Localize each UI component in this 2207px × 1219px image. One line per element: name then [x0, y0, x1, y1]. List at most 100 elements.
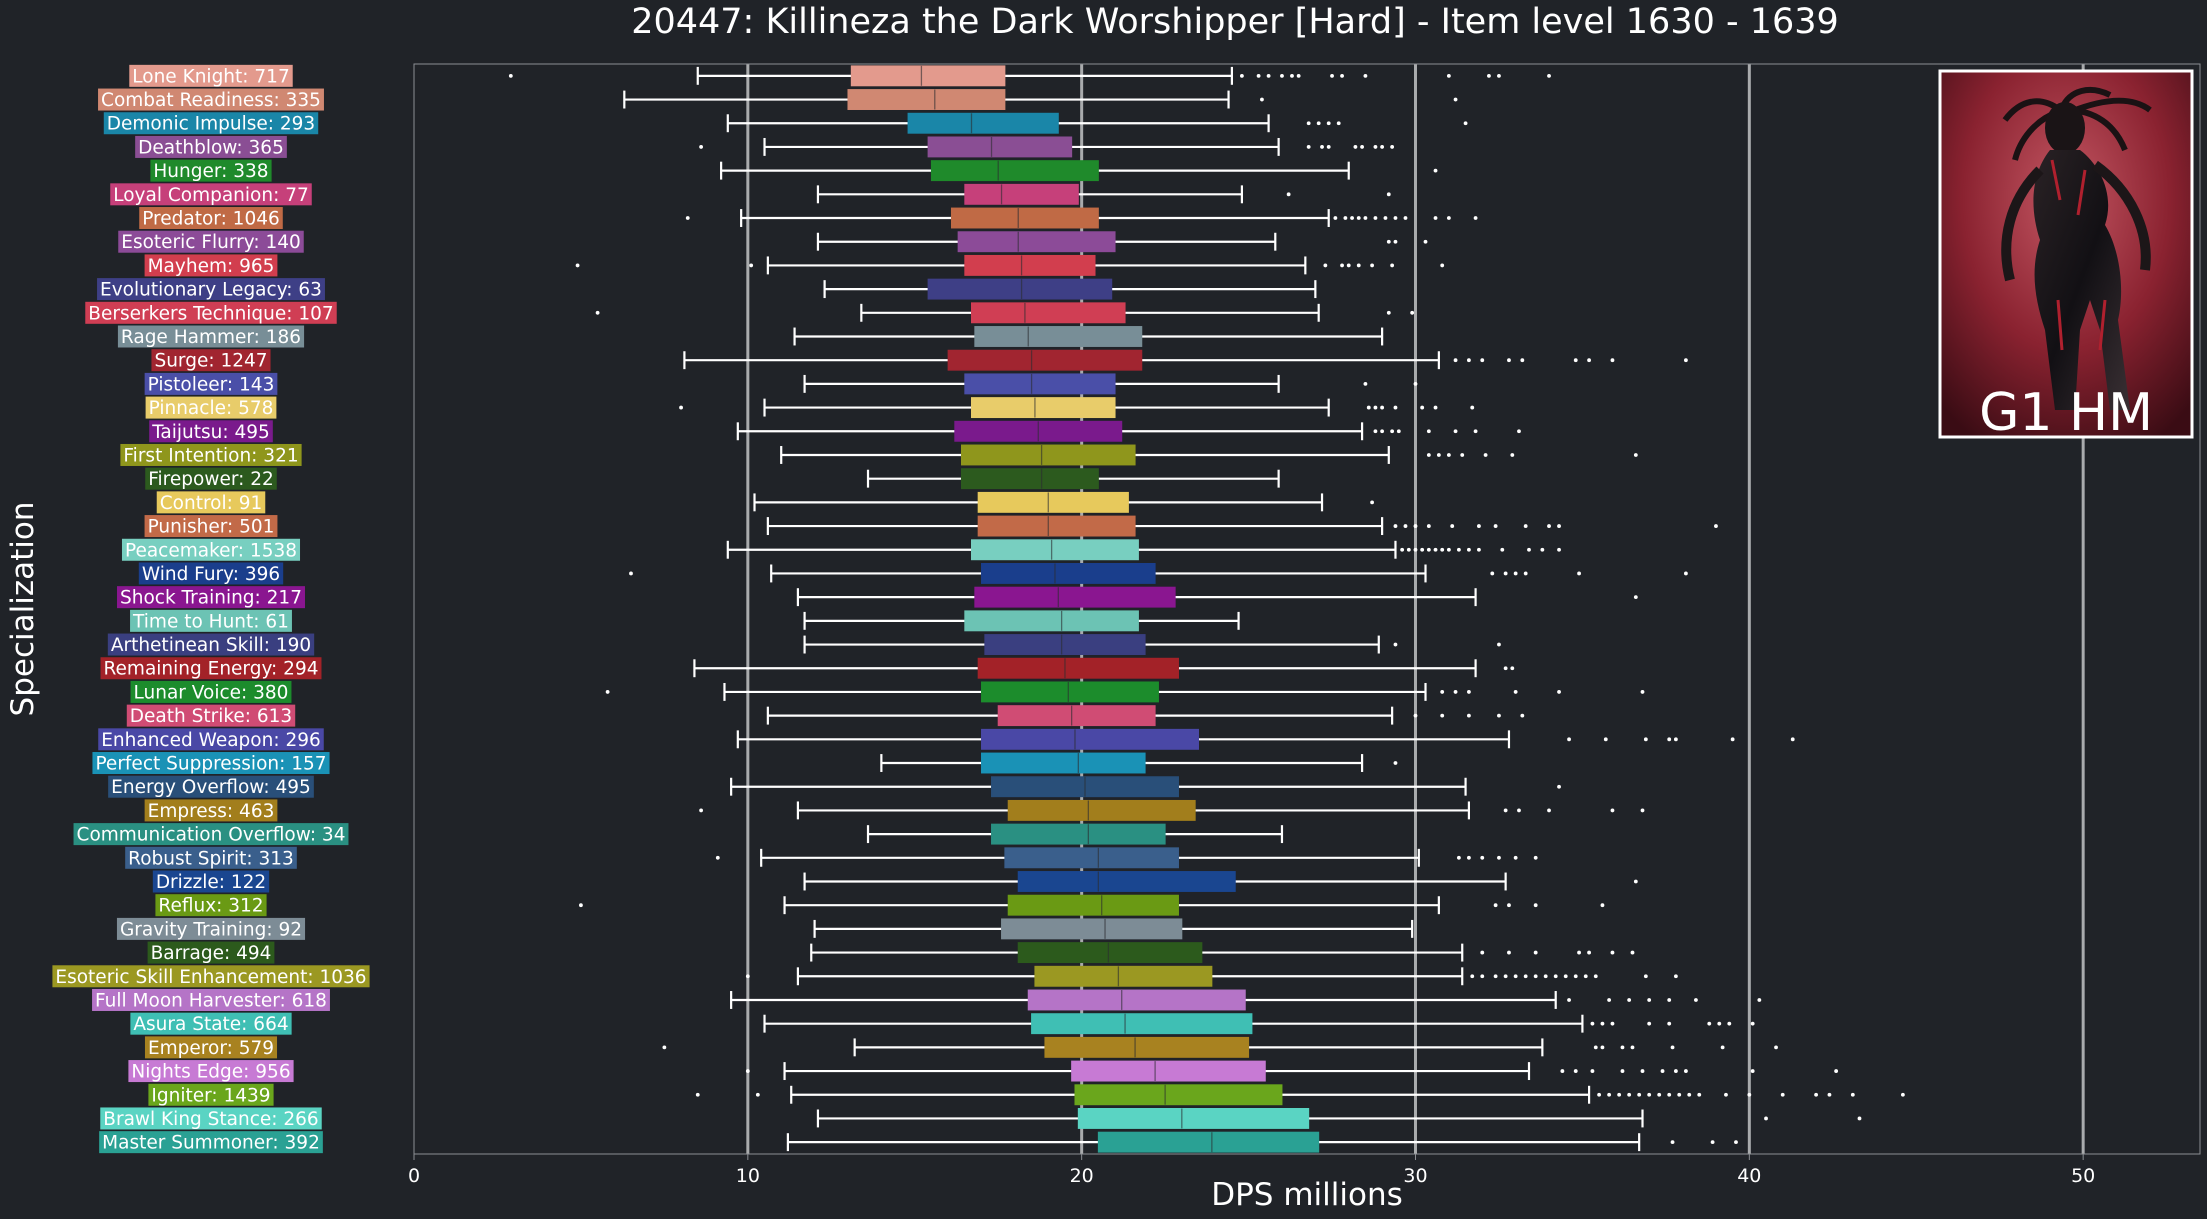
outlier-point: [1390, 263, 1395, 268]
category-label-text: Shock Training: 217: [120, 588, 302, 609]
outlier-point: [1567, 998, 1571, 1002]
box-13: [803, 373, 1418, 395]
category-label-text: Perfect Suppression: 157: [95, 754, 326, 775]
outlier-point: [1547, 808, 1551, 813]
outlier-point: [1730, 737, 1735, 742]
category-label-bg: [110, 183, 312, 206]
category-label-bg: [139, 207, 283, 230]
outlier-point: [1747, 1092, 1752, 1097]
box-18: [753, 491, 1374, 513]
outlier-point: [1240, 73, 1244, 78]
outlier-point: [1503, 808, 1508, 813]
outlier-point: [1326, 121, 1331, 126]
outlier-point: [1460, 453, 1465, 457]
category-label-44: Brawl King Stance: 266: [100, 1107, 322, 1130]
category-label-bg: [120, 443, 302, 466]
outlier-point: [1640, 808, 1645, 813]
outlier-point: [508, 73, 513, 78]
outlier-point: [1380, 429, 1385, 434]
plot-frame: [413, 63, 2201, 1155]
outlier-point: [1590, 1069, 1595, 1073]
iqr-box: [981, 681, 1159, 703]
outlier-point: [1724, 1092, 1728, 1097]
category-label-bg: [97, 278, 325, 301]
outlier-point: [1487, 73, 1491, 78]
outlier-point: [1827, 1092, 1832, 1097]
outlier-point: [1587, 358, 1591, 363]
category-label-text: Punisher: 501: [148, 517, 275, 538]
iqr-box: [960, 468, 1099, 490]
outlier-point: [1667, 1092, 1672, 1097]
outlier-point: [1286, 192, 1291, 197]
outlier-point: [1503, 571, 1508, 576]
outlier-point: [1493, 524, 1498, 528]
category-label-text: Pinnacle: 578: [149, 398, 274, 419]
outlier-point: [1433, 547, 1438, 552]
category-label-bg: [152, 870, 270, 893]
outlier-point: [1370, 263, 1374, 268]
category-label-bg: [145, 396, 277, 419]
outlier-point: [1266, 73, 1271, 78]
outlier-point: [1373, 216, 1378, 220]
category-label-14: Pinnacle: 578: [145, 396, 277, 419]
outlier-point: [1557, 547, 1561, 552]
category-label-bg: [125, 846, 297, 869]
outlier-point: [1380, 405, 1385, 410]
outlier-point: [1670, 1045, 1675, 1050]
outlier-point: [1527, 547, 1531, 552]
outlier-point: [1707, 1021, 1712, 1026]
category-label-text: Brawl King Stance: 266: [103, 1109, 318, 1130]
category-label-text: Wind Fury: 396: [142, 564, 280, 585]
iqr-box: [964, 183, 1079, 205]
category-label-36: Gravity Training: 92: [116, 917, 306, 940]
outlier-point: [1423, 239, 1428, 244]
box-40: [763, 1013, 1755, 1035]
outlier-point: [1603, 737, 1608, 742]
outlier-point: [1463, 121, 1468, 126]
outlier-point: [1406, 547, 1411, 552]
outlier-point: [1413, 713, 1418, 718]
box-28: [736, 728, 1795, 750]
category-label-12: Surge: 1247: [151, 349, 271, 372]
category-label-29: Perfect Suppression: 157: [92, 752, 330, 775]
outlier-point: [1520, 713, 1525, 718]
outlier-point: [1520, 358, 1525, 363]
outlier-point: [1610, 808, 1615, 813]
iqr-box: [1097, 1131, 1320, 1153]
category-label-text: Peacemaker: 1538: [125, 540, 297, 561]
outlier-point: [1734, 1140, 1738, 1145]
outlier-point: [1386, 310, 1391, 315]
outlier-point: [1610, 1021, 1615, 1026]
iqr-box: [970, 397, 1116, 419]
iqr-box: [981, 752, 1146, 774]
outlier-point: [1553, 974, 1558, 979]
outlier-point: [1673, 1069, 1678, 1073]
outlier-point: [745, 1069, 750, 1073]
outlier-point: [1373, 145, 1378, 149]
outlier-point: [1403, 524, 1408, 528]
outlier-point: [1467, 713, 1471, 718]
outlier-point: [1523, 974, 1528, 979]
category-label-45: Master Summoner: 392: [99, 1131, 323, 1154]
category-label-13: Pistoleer: 143: [144, 372, 278, 395]
iqr-box: [970, 539, 1139, 561]
outlier-point: [1647, 998, 1652, 1002]
outlier-point: [1386, 239, 1391, 244]
iqr-box: [850, 65, 1006, 87]
category-label-text: Predator: 1046: [142, 209, 280, 230]
category-label-11: Rage Hammer: 186: [117, 325, 305, 348]
outlier-point: [1503, 666, 1508, 671]
box-42: [745, 1060, 1839, 1082]
category-label-bg: [145, 467, 277, 490]
outlier-point: [1533, 855, 1538, 860]
outlier-point: [1393, 405, 1398, 410]
outlier-point: [1577, 950, 1581, 955]
outlier-point: [1473, 216, 1478, 220]
category-label-24: Arthetinean Skill: 190: [107, 633, 315, 656]
box-3: [699, 136, 1395, 158]
outlier-point: [1780, 1092, 1785, 1097]
category-label-19: Punisher: 501: [144, 515, 278, 538]
iqr-box: [950, 207, 1099, 229]
outlier-point: [1467, 690, 1471, 694]
